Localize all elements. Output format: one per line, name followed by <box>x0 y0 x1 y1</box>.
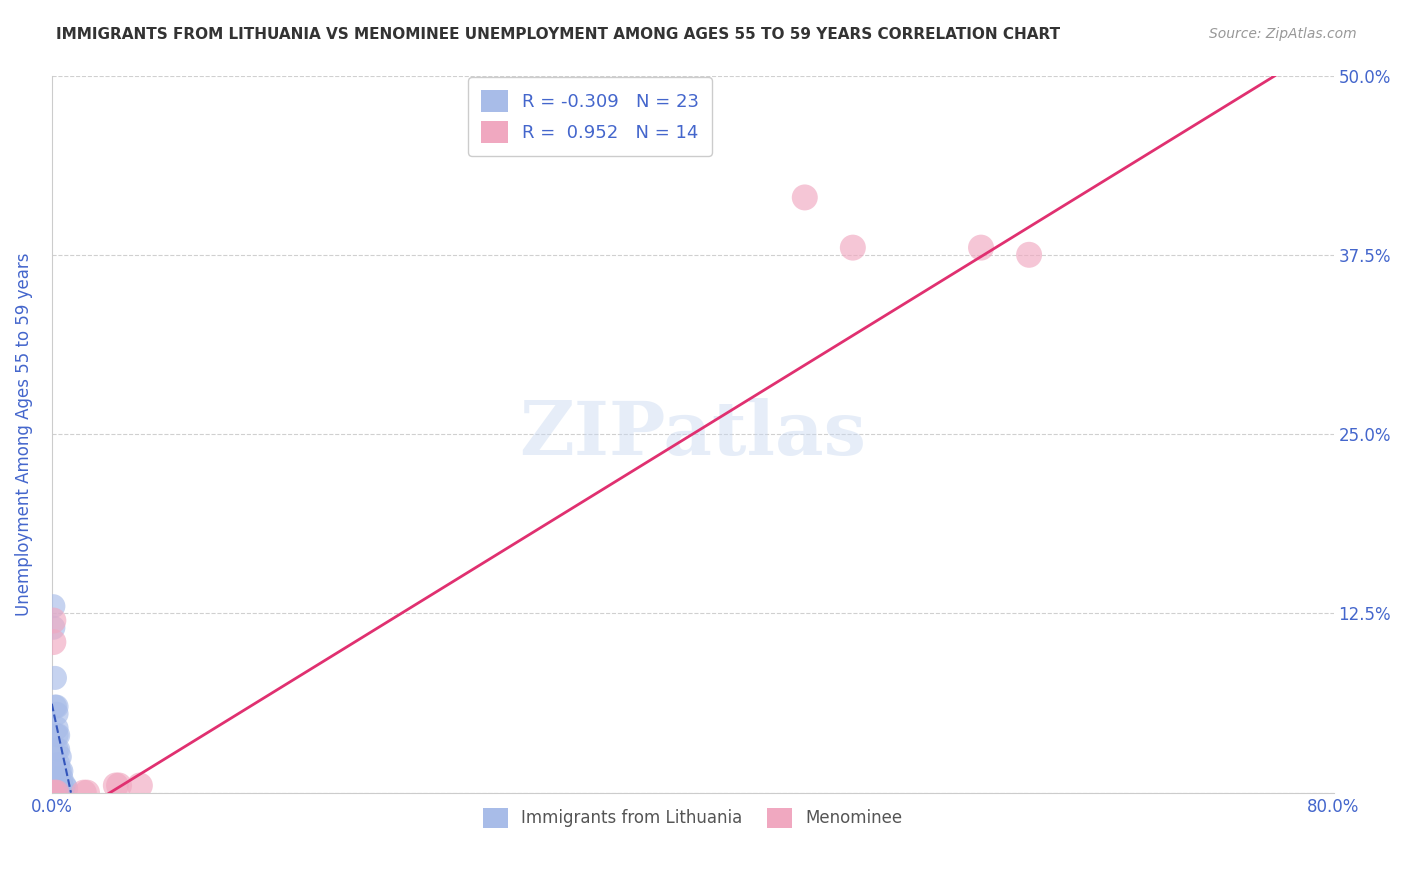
Point <box>44 671 66 685</box>
Point <box>842 241 865 255</box>
Point <box>128 779 150 793</box>
Point <box>46 756 69 771</box>
Point <box>76 786 98 800</box>
Point <box>44 786 66 800</box>
Point <box>46 772 69 786</box>
Point <box>45 699 67 714</box>
Point <box>45 706 67 721</box>
Point <box>45 742 67 756</box>
Y-axis label: Unemployment Among Ages 55 to 59 years: Unemployment Among Ages 55 to 59 years <box>15 252 32 615</box>
Point <box>46 742 69 756</box>
Point <box>45 728 67 742</box>
Text: Source: ZipAtlas.com: Source: ZipAtlas.com <box>1209 27 1357 41</box>
Point <box>45 786 67 800</box>
Legend: Immigrants from Lithuania, Menominee: Immigrants from Lithuania, Menominee <box>477 801 910 835</box>
Point <box>53 779 76 793</box>
Point <box>104 779 127 793</box>
Point <box>793 190 815 204</box>
Point <box>73 786 96 800</box>
Point <box>42 635 65 649</box>
Point <box>1018 248 1040 262</box>
Point <box>51 772 73 786</box>
Point <box>49 779 72 793</box>
Point <box>42 599 65 614</box>
Text: IMMIGRANTS FROM LITHUANIA VS MENOMINEE UNEMPLOYMENT AMONG AGES 55 TO 59 YEARS CO: IMMIGRANTS FROM LITHUANIA VS MENOMINEE U… <box>56 27 1060 42</box>
Point <box>970 241 993 255</box>
Point <box>51 779 73 793</box>
Point <box>41 786 63 800</box>
Text: ZIPatlas: ZIPatlas <box>519 398 866 471</box>
Point <box>42 621 65 635</box>
Point <box>51 781 73 796</box>
Point <box>42 614 65 628</box>
Point <box>108 779 131 793</box>
Point <box>44 699 66 714</box>
Point <box>55 781 77 796</box>
Point <box>45 721 67 735</box>
Point <box>49 764 72 779</box>
Point <box>52 781 75 796</box>
Point <box>49 749 72 764</box>
Point <box>51 764 73 779</box>
Point <box>46 728 69 742</box>
